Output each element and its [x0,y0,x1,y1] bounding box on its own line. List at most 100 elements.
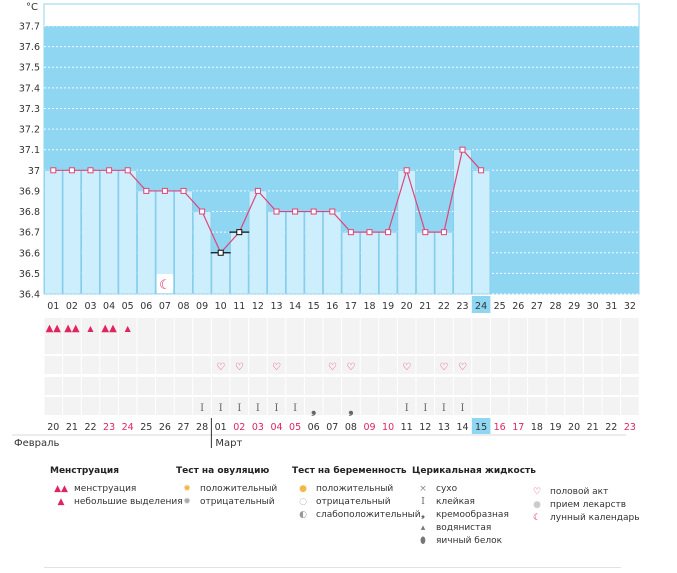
cycle-day-label: 08 [177,301,189,312]
temperature-point [310,208,317,215]
legend-item: ◐ слабоположительный [296,508,421,521]
cycle-day-label: 24 [475,301,487,312]
symptom-cell [509,318,528,336]
symptom-cell [81,356,100,374]
symptom-cell [137,356,156,374]
symptom-cell [397,318,416,336]
symptom-cell [193,336,211,354]
symptom-cell [602,356,621,374]
symptom-cell [472,336,490,354]
legend-label: слабоположительный [316,509,421,520]
symptom-cell [249,318,267,336]
symptom-cell [193,377,211,395]
symptom-cell [81,377,100,395]
symptom-cell [286,377,304,395]
temperature-bar [360,231,379,295]
moon-icon: ☾ [159,278,171,293]
symptom-cell [342,377,360,395]
symptom-cell [472,356,490,374]
symptom-cell [546,377,565,395]
temperature-point [217,249,224,256]
sticky-icon: I [405,403,409,414]
symptom-cell [565,377,583,395]
legend-item: I клейкая [416,495,536,508]
calendar-date-label: 09 [363,422,375,433]
symptom-cell [583,318,602,336]
symptom-cell [44,397,63,415]
y-tick-label: 36.6 [19,248,40,259]
symptom-cell [81,336,100,354]
cycle-day-label: 19 [382,301,394,312]
cycle-day-label: 14 [289,301,301,312]
symptom-cell [267,397,286,415]
symptom-cell [230,336,249,354]
legend-item: ● положительный [296,482,421,495]
symptom-cell [323,356,342,374]
symptom-cell [416,336,435,354]
legend-other: ♡ половой акт ● прием лекарств ☾ лунный … [526,485,640,524]
symptom-cell [137,318,156,336]
cycle-day-label: 27 [531,301,543,312]
calendar-date-label: 10 [382,422,394,433]
sticky-icon: I [423,403,427,414]
symptom-cell [602,318,621,336]
symptom-cell [249,377,267,395]
calendar-date-label: 26 [159,422,171,433]
temperature-bar [323,211,342,295]
y-tick-label: 37.7 [19,22,40,33]
symptom-cell [156,397,174,415]
symptom-cell [230,318,249,336]
temperature-line: ☾ [50,146,485,293]
cycle-day-label: 30 [587,301,599,312]
cycle-day-label: 03 [84,301,96,312]
temperature-bar [174,190,193,295]
heart-icon: ♡ [216,362,225,373]
symptom-cell [230,397,249,415]
symptom-cell [156,377,174,395]
symptom-cell [546,318,565,336]
cycle-day-label: 29 [568,301,580,312]
legend-pregnancy-test: Тест на беременность ● положительный ○ о… [292,466,421,521]
symptom-cell [379,356,397,374]
calendar-date-label: 16 [494,422,506,433]
symptom-cell [528,336,546,354]
symptom-cell [397,356,416,374]
temperature-point [422,229,429,236]
legend-label: отрицательный [200,496,275,507]
cycle-day-label: 31 [605,301,617,312]
symptom-cell [100,318,118,336]
symptom-cell [546,356,565,374]
symptom-cell [230,377,249,395]
symptom-cell [118,318,137,336]
symptom-cell [174,377,193,395]
heart-icon: ♡ [402,362,411,373]
calendar-date-label: 14 [456,422,468,433]
legend-item: ▴ водянистая [416,521,536,534]
cycle-day-label: 02 [66,301,78,312]
temperature-point [366,229,373,236]
symptom-cell [286,397,304,415]
symptom-cell [621,377,639,395]
heart-icon: ♡ [458,362,467,373]
weak-positive-test-icon: ◐ [299,509,307,520]
legend-menstruation: Менструация ▲▲ менструация ▲ небольшие в… [50,466,183,508]
symptom-cell [63,336,81,354]
symptom-cell [509,336,528,354]
symptom-cell [565,397,583,415]
symptom-cell [267,318,286,336]
symptom-cell [44,336,63,354]
symptom-cell [583,336,602,354]
negative-test-icon: ✹ [183,496,191,507]
y-tick-label: 37.4 [19,83,40,94]
symptom-cell [137,397,156,415]
creamy-icon: ❟ [311,402,316,417]
symptom-cell [490,336,509,354]
symptom-cell [81,318,100,336]
calendar-date-label: 19 [549,422,561,433]
symptom-cell [249,336,267,354]
symptom-cell [453,356,472,374]
temperature-point [254,187,261,194]
y-tick-label: 36.5 [19,269,40,280]
calendar-date-label: 20 [47,422,59,433]
drop-double-icon: ▲▲ [54,483,68,494]
